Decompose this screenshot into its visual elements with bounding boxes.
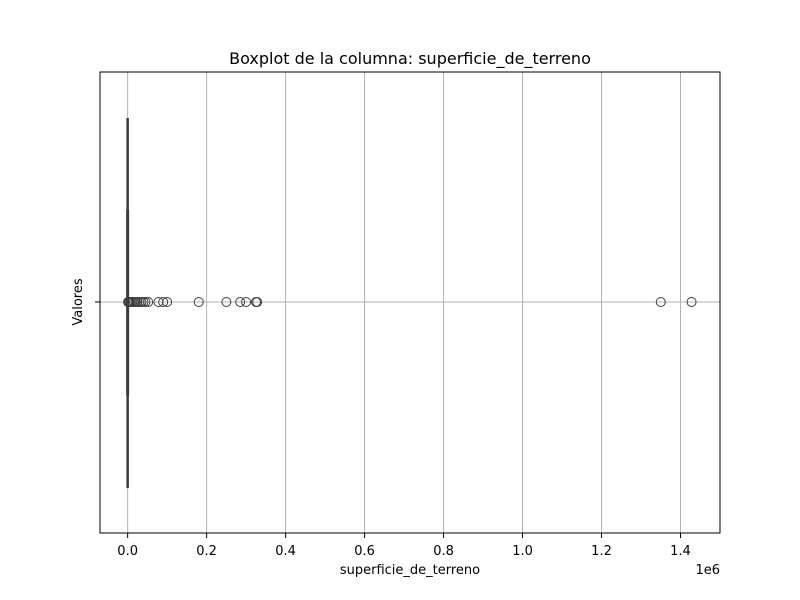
outlier-point [162, 297, 173, 307]
x-tick-label: 1.2 [591, 544, 612, 559]
x-tick-label: 0.4 [275, 544, 296, 559]
x-axis-offset-label: 1e6 [695, 563, 720, 578]
x-axis-label: superficie_de_terreno [340, 563, 480, 578]
x-tick-label: 1.4 [670, 544, 691, 559]
outlier-point [193, 297, 204, 307]
outlier-point [140, 297, 151, 307]
outlier-point [686, 297, 697, 307]
outlier-point [158, 297, 169, 307]
outlier-point [241, 297, 252, 307]
x-tick-label: 1.0 [512, 544, 533, 559]
x-tick-label: 0.8 [433, 544, 454, 559]
x-tick-label: 0.0 [117, 544, 138, 559]
grid-lines [100, 72, 720, 533]
outlier-point [143, 297, 154, 307]
x-axis-ticks: 0.0 0.2 0.4 0.6 0.8 1.0 1.2 1.4 [117, 533, 691, 559]
x-tick-label: 0.6 [354, 544, 375, 559]
outlier-point [252, 297, 263, 307]
x-tick-label: 0.2 [196, 544, 217, 559]
outlier-points [123, 297, 697, 307]
outlier-point [221, 297, 232, 307]
y-axis-label: Valores [71, 278, 86, 325]
chart-title: Boxplot de la columna: superficie_de_ter… [229, 49, 591, 69]
outlier-point [235, 297, 246, 307]
outlier-point [655, 297, 666, 307]
